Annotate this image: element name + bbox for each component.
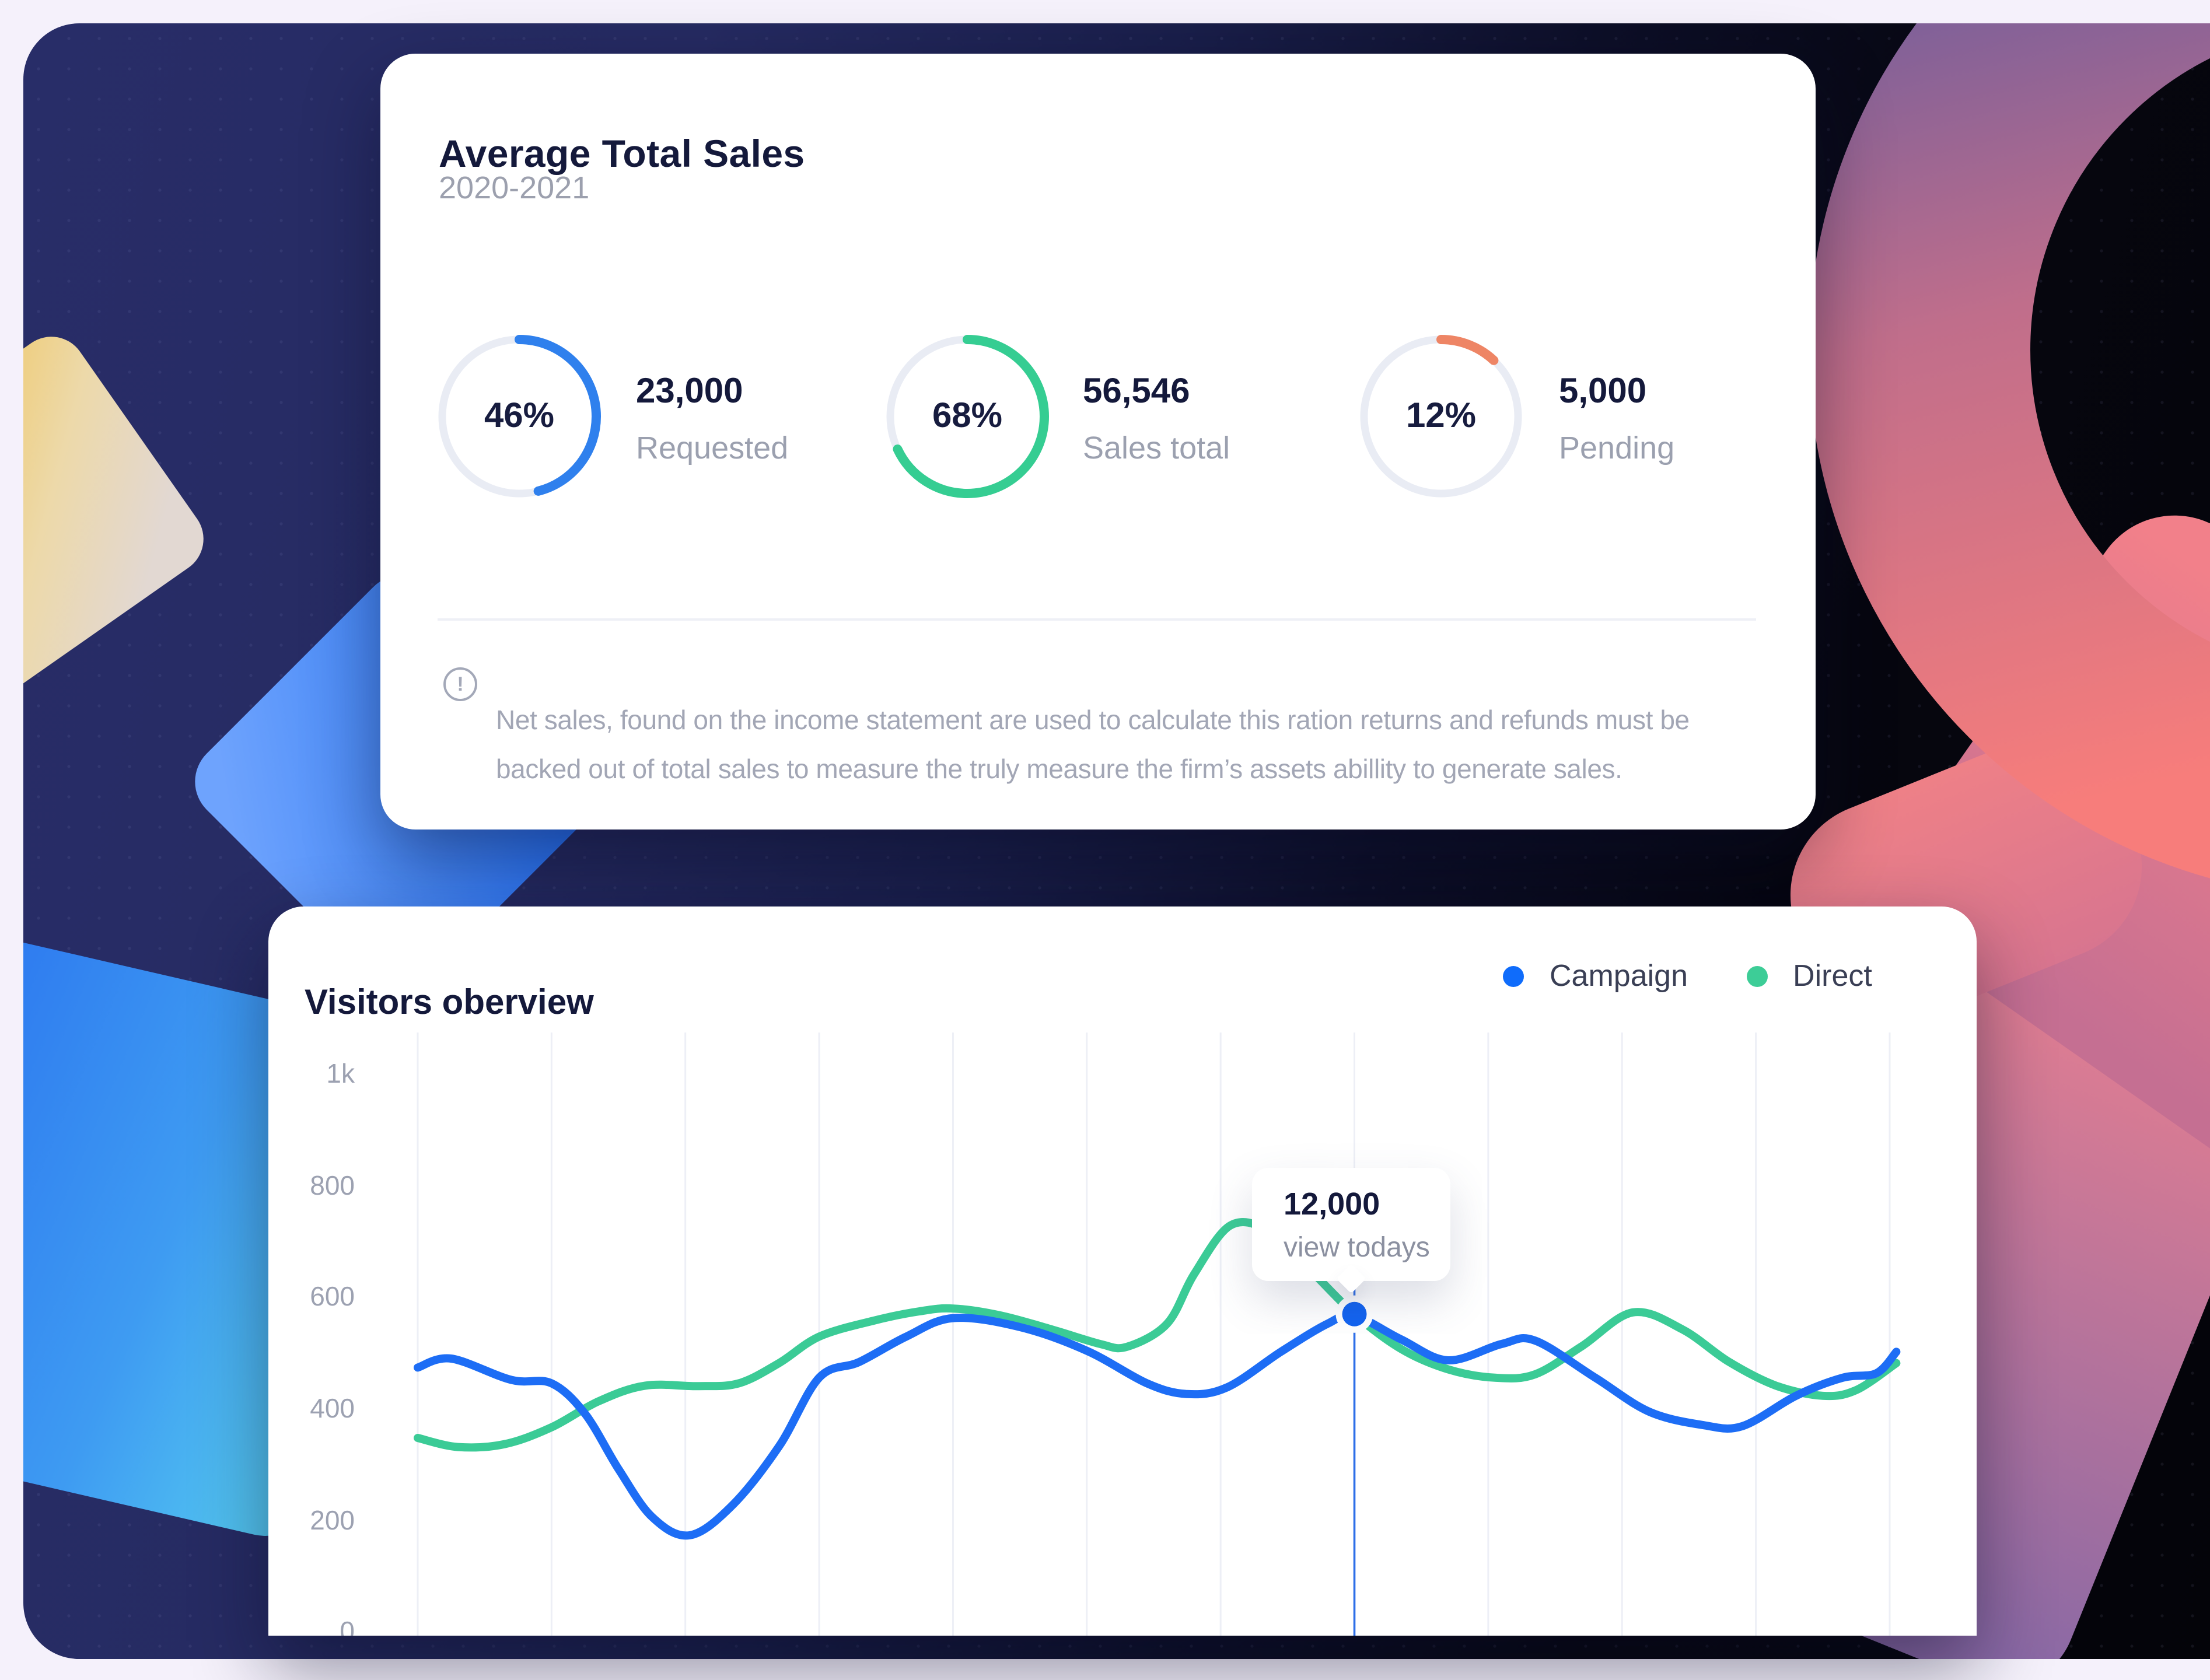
y-tick-0: 0 [340,1616,355,1636]
y-tick-1k: 1k [326,1058,355,1088]
y-tick-400: 400 [310,1393,355,1423]
visitors-card-title: Visitors oberview [305,983,594,1022]
legend-item-direct[interactable]: Direct [1746,958,1872,994]
stat-sales-total-value: 56,546 [1083,372,1190,411]
tooltip-value: 12,000 [1284,1186,1380,1222]
stat-requested-label: Requested [636,430,789,466]
y-tick-600: 600 [310,1281,355,1311]
tooltip-label: view todays [1284,1232,1430,1264]
card-divider [438,618,1756,621]
progress-ring-icon [438,335,601,498]
stat-requested-percent: 46% [484,397,555,435]
y-axis-labels: 1k 800 600 400 200 0 [268,907,355,1636]
sales-card-title: Average Total Sales [439,132,805,176]
stat-sales-total-percent: 68% [932,397,1003,435]
stat-requested-value: 23,000 [636,372,743,411]
sales-note: Net sales, found on the income statement… [496,695,1779,793]
y-tick-800: 800 [310,1170,355,1200]
stat-pending-ring: 12% [1354,329,1529,504]
progress-ring-icon [1359,335,1523,498]
legend-item-campaign[interactable]: Campaign [1503,958,1688,994]
stat-requested-text: 23,000 Requested [636,372,788,467]
stat-pending-value: 5,000 [1559,372,1647,411]
direct-legend-dot-icon [1746,965,1768,986]
chart-legend: Campaign Direct [1503,958,1872,994]
stat-pending-percent: 12% [1405,397,1477,435]
stat-sales-total-ring: 68% [880,329,1055,504]
yellow-square-shape [23,323,218,705]
visitors-chart-plot[interactable] [268,907,1977,1636]
campaign-legend-dot-icon [1503,965,1524,986]
campaign-legend-label: Campaign [1550,958,1688,993]
chart-tooltip: 12,000 view todays [1252,1168,1450,1281]
y-tick-200: 200 [310,1505,355,1535]
stat-requested-ring: 46% [432,329,607,504]
stat-pending-text: 5,000 Pending [1559,372,1674,467]
sales-note-line2: backed out of total sales to measure the… [496,754,1622,784]
progress-ring-icon [886,335,1049,498]
info-icon: ! [443,667,477,701]
visitors-overview-card: Visitors oberview Campaign Direct 1k 800… [268,907,1977,1636]
sales-card-subtitle: 2020-2021 [439,170,590,205]
stat-pending-label: Pending [1559,430,1675,466]
donut-ring-shape [1809,23,2210,878]
sales-note-line1: Net sales, found on the income statement… [496,705,1690,735]
average-total-sales-card: Average Total Sales 2020-2021 46% 23,000… [380,54,1816,830]
stat-sales-total-label: Sales total [1083,430,1230,466]
direct-legend-label: Direct [1793,958,1872,993]
stat-sales-total-text: 56,546 Sales total [1083,372,1230,467]
